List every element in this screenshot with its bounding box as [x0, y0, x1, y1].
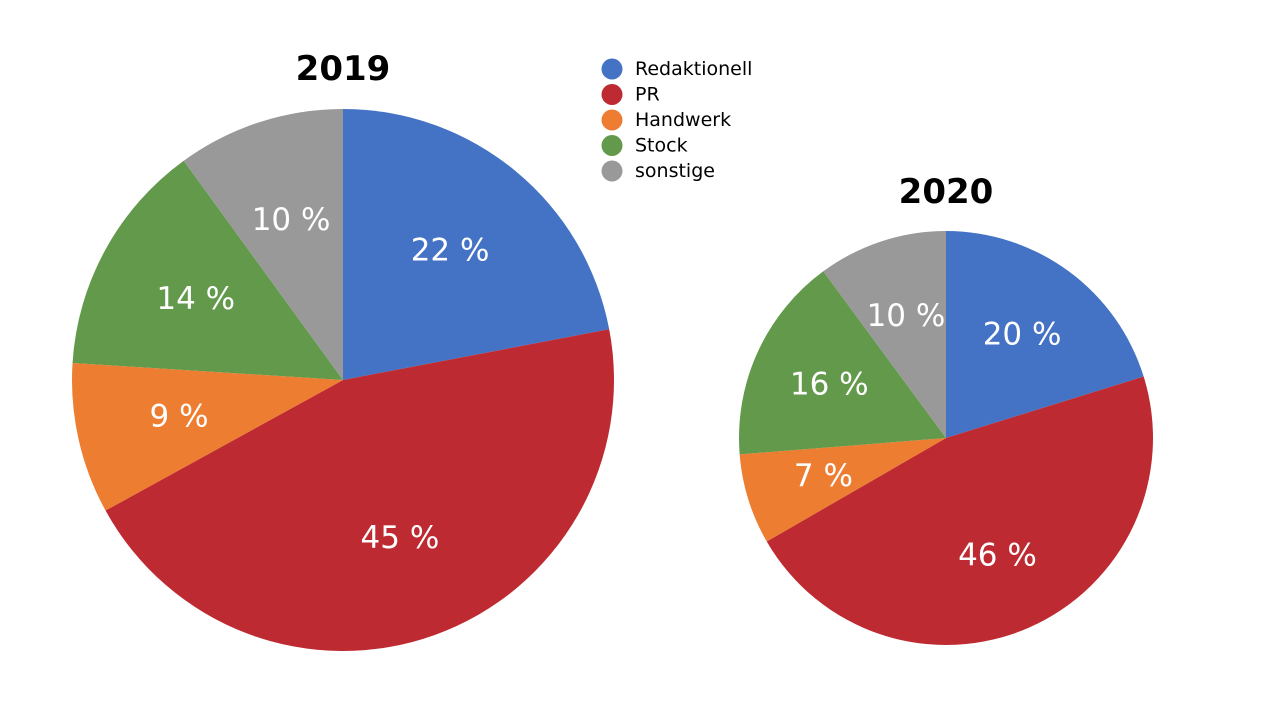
- pie-2019-label-redaktionell: 22 %: [411, 233, 490, 269]
- pie-2019-slice-stock: [72, 160, 343, 380]
- legend-marker-sonstige: [601, 160, 623, 182]
- pie-2020-title: 2020: [899, 172, 994, 212]
- pie-2019-slice-handwerk: [72, 362, 344, 511]
- pie-2019-label-pr: 45 %: [361, 520, 440, 556]
- pie-2019-slice-sonstige: [183, 109, 343, 380]
- legend-label-pr: PR: [635, 84, 660, 106]
- pie-2019-label-sonstige: 10 %: [252, 202, 331, 238]
- pie-2020-slice-handwerk: [739, 438, 946, 542]
- pie-2020-slice-redaktionell: [946, 231, 1144, 438]
- pie-2019-label-handwerk: 9 %: [150, 399, 209, 435]
- pie-2019-slice-redaktionell: [343, 109, 610, 380]
- pie-2020-slice-sonstige: [823, 231, 946, 438]
- pie-2019-slice-pr: [105, 329, 614, 651]
- pie-2019-label-stock: 14 %: [156, 281, 235, 317]
- pie-2020-labels: 20 % 46 % 7 % 16 % 10 %: [790, 298, 1062, 574]
- legend-marker-stock: [601, 135, 623, 156]
- legend-marker-pr: [601, 84, 623, 105]
- legend-label-redaktionell: Redaktionell: [635, 58, 752, 80]
- pie-2020-slice-stock: [739, 271, 946, 455]
- legend-marker-handwerk: [601, 109, 623, 131]
- pie-2020-label-handwerk: 7 %: [794, 458, 853, 494]
- legend-label-handwerk: Handwerk: [635, 109, 731, 131]
- pie-2020-slice-pr: [766, 376, 1153, 645]
- pie-2020-label-pr: 46 %: [958, 538, 1037, 574]
- pie-2019-labels: 22 % 45 % 9 % 14 % 10 %: [150, 202, 490, 556]
- legend-label-stock: Stock: [635, 135, 688, 157]
- legend: Redaktionell PR Handwerk Stock sonstige: [601, 58, 752, 182]
- pie-2019-title: 2019: [296, 49, 391, 89]
- pie-2020-label-stock: 16 %: [790, 367, 869, 403]
- pie-2020-label-redaktionell: 20 %: [983, 317, 1062, 353]
- pie-2019: 2019 22 % 45 % 9 % 14 % 10 %: [72, 49, 614, 651]
- legend-marker-redaktionell: [601, 58, 623, 80]
- pie-2020-slices: [739, 231, 1153, 645]
- legend-label-sonstige: sonstige: [635, 160, 715, 182]
- pie-2019-slices: [72, 109, 614, 651]
- pie-2020-label-sonstige: 10 %: [867, 298, 946, 334]
- pie-2020: 2020 20 % 46 % 7 % 16 % 10 %: [739, 172, 1153, 645]
